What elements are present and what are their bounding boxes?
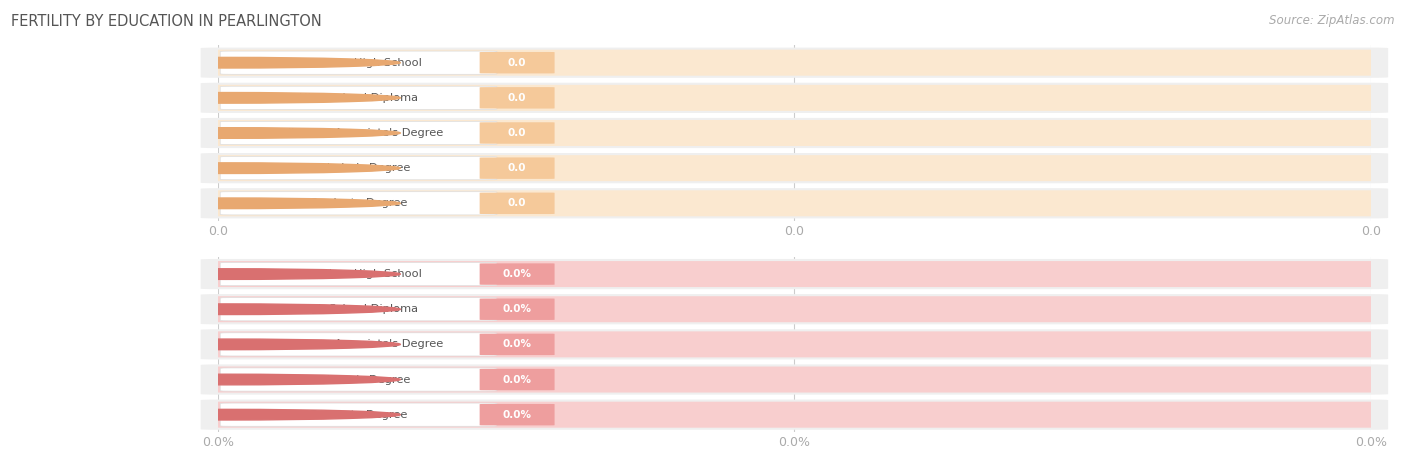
FancyBboxPatch shape xyxy=(207,50,1382,76)
FancyBboxPatch shape xyxy=(479,122,554,144)
Text: High School Diploma: High School Diploma xyxy=(299,93,418,103)
Text: 0.0%: 0.0% xyxy=(502,409,531,420)
Circle shape xyxy=(52,269,401,279)
Text: Less than High School: Less than High School xyxy=(295,57,422,68)
FancyBboxPatch shape xyxy=(221,263,496,285)
FancyBboxPatch shape xyxy=(207,190,1382,216)
Text: 0.0%: 0.0% xyxy=(502,269,531,279)
FancyBboxPatch shape xyxy=(479,192,554,214)
FancyBboxPatch shape xyxy=(207,85,1382,111)
Text: 0.0: 0.0 xyxy=(508,128,526,138)
FancyBboxPatch shape xyxy=(479,157,554,179)
FancyBboxPatch shape xyxy=(201,83,1388,113)
FancyBboxPatch shape xyxy=(201,48,1388,78)
FancyBboxPatch shape xyxy=(201,188,1388,219)
FancyBboxPatch shape xyxy=(479,404,554,426)
Circle shape xyxy=(52,409,401,420)
Circle shape xyxy=(52,163,401,173)
FancyBboxPatch shape xyxy=(201,153,1388,183)
FancyBboxPatch shape xyxy=(201,364,1388,395)
FancyBboxPatch shape xyxy=(221,298,496,321)
FancyBboxPatch shape xyxy=(479,333,554,355)
FancyBboxPatch shape xyxy=(479,263,554,285)
FancyBboxPatch shape xyxy=(201,294,1388,324)
Text: Less than High School: Less than High School xyxy=(295,269,422,279)
Text: Graduate Degree: Graduate Degree xyxy=(309,198,408,209)
FancyBboxPatch shape xyxy=(479,87,554,109)
FancyBboxPatch shape xyxy=(221,333,496,356)
Text: Bachelor's Degree: Bachelor's Degree xyxy=(307,163,411,173)
Text: College or Associate's Degree: College or Associate's Degree xyxy=(273,339,444,350)
Text: FERTILITY BY EDUCATION IN PEARLINGTON: FERTILITY BY EDUCATION IN PEARLINGTON xyxy=(11,14,322,29)
Circle shape xyxy=(52,128,401,138)
Circle shape xyxy=(52,198,401,209)
FancyBboxPatch shape xyxy=(207,332,1382,357)
Text: 0.0: 0.0 xyxy=(508,57,526,68)
Text: 0.0: 0.0 xyxy=(508,198,526,209)
FancyBboxPatch shape xyxy=(221,368,496,391)
FancyBboxPatch shape xyxy=(207,155,1382,181)
FancyBboxPatch shape xyxy=(201,259,1388,289)
Text: Bachelor's Degree: Bachelor's Degree xyxy=(307,374,411,385)
Circle shape xyxy=(52,339,401,350)
FancyBboxPatch shape xyxy=(479,52,554,74)
Circle shape xyxy=(52,93,401,103)
FancyBboxPatch shape xyxy=(207,367,1382,392)
Text: 0.0%: 0.0% xyxy=(502,304,531,314)
FancyBboxPatch shape xyxy=(221,192,496,215)
Circle shape xyxy=(52,374,401,385)
Text: 0.0%: 0.0% xyxy=(502,339,531,350)
FancyBboxPatch shape xyxy=(207,261,1382,287)
FancyBboxPatch shape xyxy=(207,402,1382,428)
Text: Graduate Degree: Graduate Degree xyxy=(309,409,408,420)
FancyBboxPatch shape xyxy=(479,369,554,390)
FancyBboxPatch shape xyxy=(221,403,496,426)
Text: 0.0: 0.0 xyxy=(508,163,526,173)
Text: 0.0: 0.0 xyxy=(508,93,526,103)
FancyBboxPatch shape xyxy=(221,157,496,180)
FancyBboxPatch shape xyxy=(207,120,1382,146)
FancyBboxPatch shape xyxy=(201,399,1388,430)
Circle shape xyxy=(52,57,401,68)
FancyBboxPatch shape xyxy=(201,118,1388,148)
FancyBboxPatch shape xyxy=(221,86,496,109)
FancyBboxPatch shape xyxy=(221,51,496,74)
Text: College or Associate's Degree: College or Associate's Degree xyxy=(273,128,444,138)
Text: 0.0%: 0.0% xyxy=(502,374,531,385)
Circle shape xyxy=(52,304,401,314)
FancyBboxPatch shape xyxy=(221,122,496,144)
FancyBboxPatch shape xyxy=(479,298,554,320)
Text: High School Diploma: High School Diploma xyxy=(299,304,418,314)
FancyBboxPatch shape xyxy=(207,296,1382,322)
Text: Source: ZipAtlas.com: Source: ZipAtlas.com xyxy=(1270,14,1395,27)
FancyBboxPatch shape xyxy=(201,329,1388,360)
